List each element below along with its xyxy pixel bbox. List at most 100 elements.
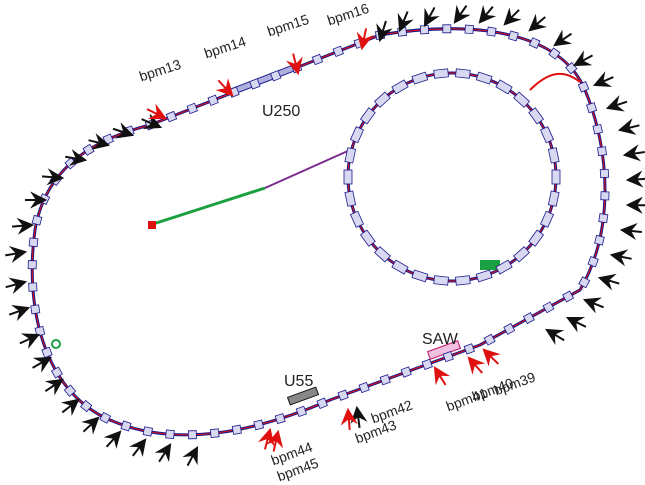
magnet <box>434 69 449 78</box>
magnet <box>121 421 131 431</box>
magnet <box>345 148 356 163</box>
magnet <box>487 27 496 36</box>
magnet <box>344 170 352 184</box>
magnet <box>552 170 560 184</box>
injection-line-2 <box>265 150 350 188</box>
gun <box>148 221 156 229</box>
magnet <box>412 270 428 282</box>
bpm-arrow <box>420 5 440 28</box>
ring-diagram: bpm13 bpm14 bpm15 bpm16 U250 SAW U55 bpm… <box>0 0 645 485</box>
magnet <box>593 124 603 134</box>
magnet <box>29 238 38 247</box>
magnet <box>443 25 451 33</box>
label: SAW <box>422 331 459 348</box>
magnet <box>496 80 512 94</box>
magnet <box>579 277 590 288</box>
magnet <box>601 192 609 200</box>
label: U55 <box>284 373 313 390</box>
magnet <box>31 305 40 314</box>
magnet <box>465 25 474 34</box>
magnet <box>588 257 598 267</box>
magnet <box>29 283 37 291</box>
bpm-arrow <box>526 12 549 34</box>
magnet <box>350 211 363 227</box>
bpm-arrow <box>475 3 497 26</box>
transfer-line <box>530 74 580 90</box>
magnet <box>529 38 540 49</box>
magnet <box>420 25 428 33</box>
magnet <box>100 412 111 423</box>
bpm-arrow <box>4 276 26 293</box>
bpm-arrow <box>464 354 486 377</box>
bpm-arrow <box>628 173 645 186</box>
label: bpm15 <box>265 11 311 40</box>
magnet <box>392 260 408 274</box>
magnet <box>166 111 176 121</box>
bpm-arrow <box>565 313 588 333</box>
magnet <box>143 427 152 436</box>
magnet <box>476 270 492 282</box>
bpm-arrow <box>628 199 645 211</box>
bpm-arrow <box>501 6 524 29</box>
magnet <box>600 169 608 177</box>
magnet <box>595 235 605 245</box>
bpm-arrow <box>593 72 616 91</box>
label: bpm13 <box>137 56 183 85</box>
bpm-arrow <box>12 219 33 233</box>
magnet <box>232 425 241 434</box>
bpm-arrow <box>619 119 641 135</box>
magnet <box>587 103 597 113</box>
magnet <box>338 390 348 400</box>
bpm-arrow <box>544 325 567 346</box>
bpm-arrow <box>598 272 621 289</box>
magnet <box>541 211 554 227</box>
magnet <box>422 359 432 369</box>
magnet <box>275 414 285 424</box>
magnet <box>455 69 470 78</box>
label: bpm14 <box>202 33 248 62</box>
bpm-arrow <box>624 146 645 161</box>
magnet <box>210 429 219 438</box>
magnet <box>254 420 264 430</box>
magnet <box>476 72 492 84</box>
magnet <box>455 276 470 285</box>
bpm-arrow <box>480 346 503 369</box>
magnet <box>312 54 322 64</box>
magnet <box>345 191 356 206</box>
label: bpm16 <box>325 0 371 28</box>
magnet <box>599 214 608 223</box>
magnet <box>28 261 36 269</box>
magnet <box>188 431 196 439</box>
bpm-arrow <box>342 409 356 430</box>
magnet <box>598 147 607 156</box>
magnet <box>359 382 369 392</box>
bpm-arrow <box>102 428 124 451</box>
bpm-arrow <box>621 224 642 238</box>
magnet <box>350 127 363 143</box>
labels: bpm13 bpm14 bpm15 bpm16 U250 SAW U55 bpm… <box>137 0 538 484</box>
bpm-arrow <box>430 365 451 388</box>
magnet <box>208 95 218 105</box>
magnet <box>578 82 588 92</box>
bpm-arrow <box>450 2 471 25</box>
magnet <box>333 46 343 56</box>
magnet <box>32 215 42 225</box>
magnet <box>464 344 474 354</box>
magnet <box>166 430 175 439</box>
magnet <box>296 406 306 416</box>
magnet <box>392 80 408 94</box>
bpm-arrow <box>182 445 202 468</box>
bpm-arrow <box>606 96 629 114</box>
magnet <box>187 103 197 113</box>
bpm-arrow <box>154 442 175 465</box>
magnet <box>380 375 390 385</box>
bpm-arrow <box>583 294 606 312</box>
magnet <box>548 148 559 163</box>
bpm-arrow <box>552 29 575 50</box>
label: U250 <box>262 103 300 120</box>
magnet <box>412 72 428 84</box>
magnet <box>541 127 554 143</box>
undulator-u250 <box>231 64 299 95</box>
magnet <box>42 347 52 357</box>
magnet <box>509 31 519 41</box>
